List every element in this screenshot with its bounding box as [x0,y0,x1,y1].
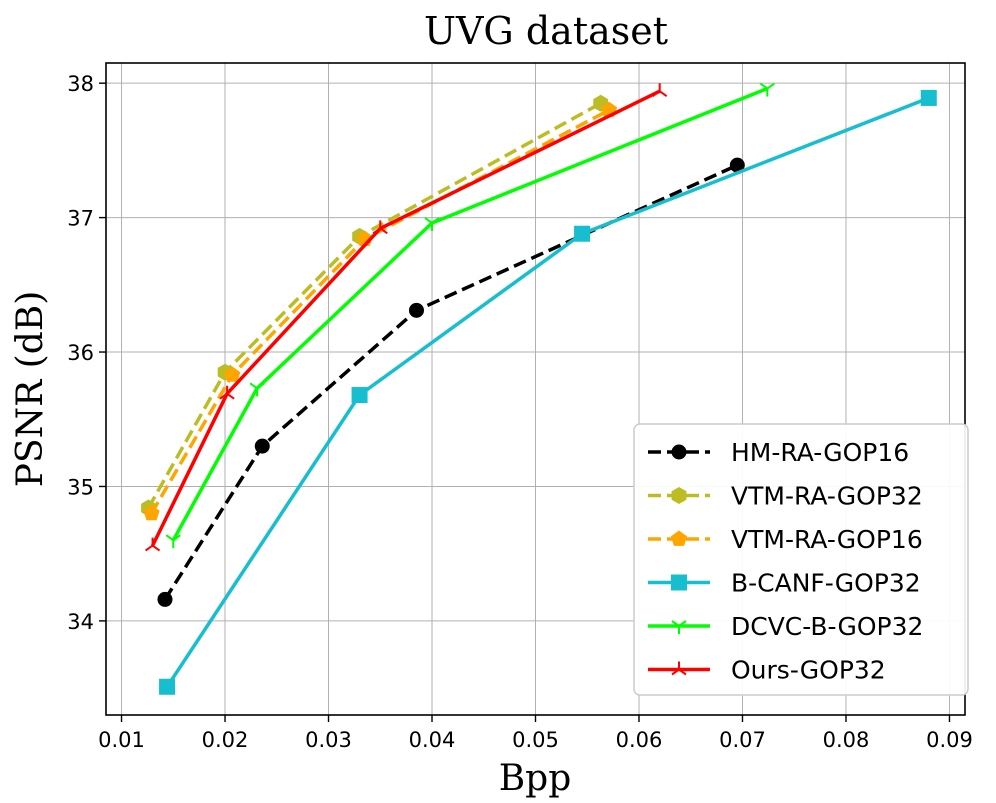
series-ours-gop32 [144,83,668,552]
data-point-ours-gop32 [652,83,668,98]
data-point-dcvc-b-gop32 [165,534,181,549]
axis-ticks: 0.01 0.02 0.03 0.04 0.05 0.06 0.07 0.08 0.09 34 35… [67,72,973,752]
legend-label-b-canf-gop32: B-CANF-GOP32 [731,569,921,598]
x-tick-label: 0.06 [616,728,663,752]
legend-label-hm-ra-gop16: HM-RA-GOP16 [731,438,909,467]
x-tick-label: 0.07 [719,728,766,752]
series-layer [141,82,937,695]
series-line-ours-gop32 [151,89,661,547]
data-point-ours-gop32 [144,537,161,552]
series-line-dcvc-b-gop32 [171,86,768,542]
y-tick-label: 35 [67,475,94,499]
data-point-ours-gop32 [372,220,388,235]
y-axis-label: PSNR (dB) [10,291,51,488]
legend-label-vtm-ra-gop32: VTM-RA-GOP32 [731,482,923,511]
data-point-dcvc-b-gop32 [249,382,265,397]
x-tick-label: 0.08 [823,728,870,752]
x-tick-label: 0.05 [512,728,559,752]
data-point-b-canf-gop32 [920,89,937,106]
legend-label-ours-gop32: Ours-GOP32 [731,656,886,685]
legend-box [633,423,969,696]
legend-marker-vtm-ra-gop32 [671,487,687,504]
series-line-vtm-ra-gop32 [146,101,602,509]
legend-label-vtm-ra-gop16: VTM-RA-GOP16 [731,525,923,554]
data-point-vtm-ra-gop16 [224,366,241,382]
legend-marker-vtm-ra-gop16 [670,530,688,546]
data-point-hm-ra-gop16 [254,438,270,454]
data-point-b-canf-gop32 [351,387,368,404]
y-tick-label: 37 [67,207,94,231]
y-tick-label: 34 [67,610,94,634]
series-b-canf-gop32 [159,89,937,695]
x-tick-label: 0.03 [305,728,352,752]
legend-label-dcvc-b-gop32: DCVC-B-GOP32 [731,612,923,641]
x-tick-label: 0.01 [98,728,145,752]
series-dcvc-b-gop32 [165,82,775,549]
legend-marker-dcvc-b-gop32 [671,620,687,634]
data-point-dcvc-b-gop32 [424,217,440,231]
x-tick-label: 0.09 [926,728,973,752]
legend-marker-ours-gop32 [671,661,687,676]
y-tick-label: 38 [67,72,94,96]
legend-marker-hm-ra-gop16 [671,444,687,460]
data-point-b-canf-gop32 [159,678,176,695]
series-line-b-canf-gop32 [165,96,930,688]
legend: HM-RA-GOP16 VTM-RA-GOP32 VTM-RA-GOP16 B-CAN… [633,423,969,696]
data-point-ours-gop32 [219,385,235,400]
data-point-b-canf-gop32 [574,225,591,242]
data-point-hm-ra-gop16 [729,157,745,173]
data-point-vtm-ra-gop16 [143,504,160,521]
x-axis-label: Bpp [499,758,572,799]
x-tick-label: 0.04 [409,728,456,752]
y-tick-label: 36 [67,341,94,365]
data-point-hm-ra-gop16 [157,591,173,607]
series-line-vtm-ra-gop16 [149,108,610,515]
data-point-hm-ra-gop16 [408,302,424,318]
x-tick-label: 0.02 [202,728,249,752]
series-vtm-ra-gop32 [141,94,609,517]
grid [106,63,965,715]
data-point-dcvc-b-gop32 [759,82,775,97]
legend-marker-b-canf-gop32 [671,574,687,591]
chart-title: UVG dataset [424,9,668,53]
series-vtm-ra-gop16 [143,101,618,521]
